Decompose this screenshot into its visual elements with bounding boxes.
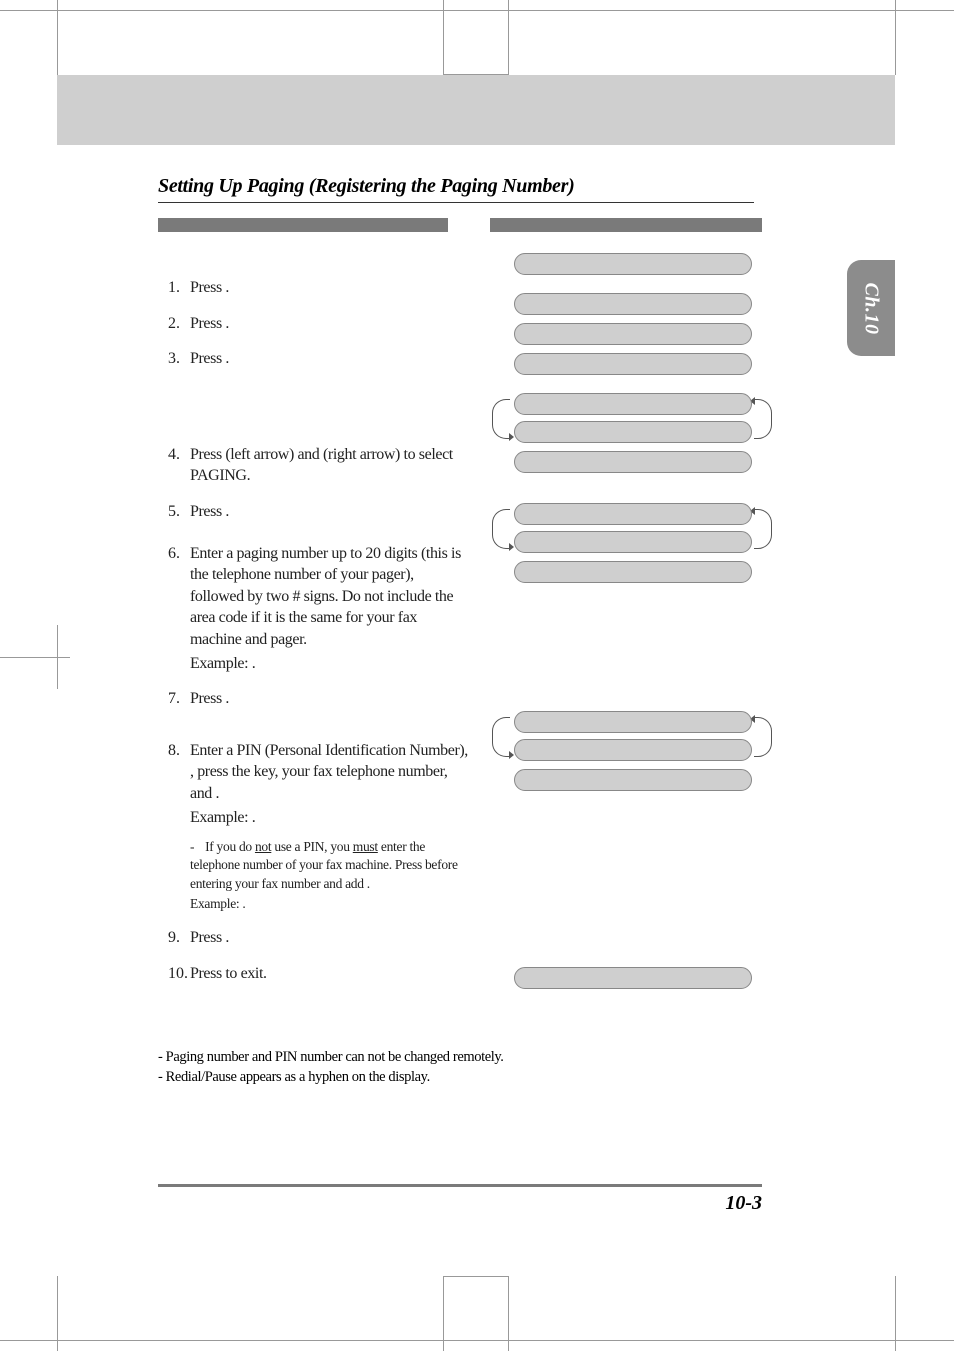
step-3: 3. Press . — [168, 348, 468, 370]
step-number: 4. — [168, 444, 190, 487]
step-8-subnote: - If you do not use a PIN, you must ente… — [190, 838, 468, 913]
display-group — [500, 711, 778, 761]
steps-column: 1. Press . 2. Press . 3. Press . 4. Pres… — [168, 277, 468, 998]
step-4: 4. Press (left arrow) and (right arrow) … — [168, 444, 468, 487]
crop-mark — [57, 625, 58, 689]
crop-mark — [508, 0, 509, 75]
crop-mark — [895, 0, 896, 75]
crop-mark — [0, 657, 70, 658]
subhead-bar-right — [490, 218, 762, 232]
crop-mark — [895, 1276, 896, 1351]
step-text: Enter a paging number up to 20 digits (t… — [190, 543, 468, 675]
bracket-left — [492, 399, 510, 439]
bracket-right — [754, 509, 772, 549]
section-title: Setting Up Paging (Registering the Pagin… — [158, 175, 754, 203]
step-10: 10. Press to exit. — [168, 963, 468, 985]
step-7: 7. Press . — [168, 688, 468, 710]
step-number: 9. — [168, 927, 190, 949]
display-lozenge — [514, 561, 752, 583]
dash: - — [190, 838, 202, 856]
display-lozenge — [514, 739, 752, 761]
display-lozenge — [514, 503, 752, 525]
step-text: Press . — [190, 348, 468, 370]
step-text: Press (left arrow) and (right arrow) to … — [190, 444, 468, 487]
subhead-bar-left — [158, 218, 448, 232]
bracket-right — [754, 399, 772, 439]
crop-mark — [443, 1276, 509, 1277]
step-text: Press . — [190, 313, 468, 335]
display-lozenge — [514, 531, 752, 553]
bracket-left — [492, 717, 510, 757]
display-lozenge — [514, 253, 752, 275]
step-2: 2. Press . — [168, 313, 468, 335]
page-number: 10-3 — [725, 1192, 762, 1215]
step-8-example: Example: . — [190, 807, 468, 829]
step-6: 6. Enter a paging number up to 20 digits… — [168, 543, 468, 675]
step-number: 2. — [168, 313, 190, 335]
step-number: 10. — [168, 963, 190, 985]
crop-mark — [443, 1276, 444, 1351]
step-number: 7. — [168, 688, 190, 710]
display-group — [500, 393, 778, 443]
step-number: 6. — [168, 543, 190, 675]
display-lozenge — [514, 769, 752, 791]
step-number: 1. — [168, 277, 190, 299]
sub-text: If you do — [205, 839, 255, 854]
display-lozenge — [514, 323, 752, 345]
step-6-example: Example: . — [190, 653, 468, 675]
note-1: - Paging number and PIN number can not b… — [158, 1048, 759, 1068]
step-text: Press . — [190, 927, 468, 949]
crop-mark — [443, 0, 444, 75]
footer-notes: - Paging number and PIN number can not b… — [158, 1048, 759, 1087]
underline-not: not — [255, 839, 271, 854]
step-text: Press . — [190, 277, 468, 299]
footer-rule — [158, 1184, 762, 1187]
display-lozenge — [514, 293, 752, 315]
chapter-tab: Ch.10 — [847, 260, 895, 356]
display-lozenge — [514, 711, 752, 733]
step-1: 1. Press . — [168, 277, 468, 299]
crop-mark — [57, 0, 58, 75]
step-text: Press to exit. — [190, 963, 468, 985]
crop-mark — [508, 1276, 509, 1351]
step-number: 3. — [168, 348, 190, 370]
bracket-left — [492, 509, 510, 549]
underline-must: must — [353, 839, 378, 854]
header-band — [57, 75, 895, 145]
step-9: 9. Press . — [168, 927, 468, 949]
display-lozenge — [514, 353, 752, 375]
crop-mark — [0, 1340, 954, 1341]
step-8-sub-example: Example: . — [190, 895, 468, 913]
step-number: 8. — [168, 740, 190, 913]
display-lozenge — [514, 393, 752, 415]
crop-mark — [0, 10, 954, 11]
display-group — [500, 503, 778, 553]
display-column — [500, 253, 778, 997]
step-8: 8. Enter a PIN (Personal Identification … — [168, 740, 468, 913]
sub-text: use a PIN, you — [271, 839, 352, 854]
step-text: Press . — [190, 688, 468, 710]
note-2: - Redial/Pause appears as a hyphen on th… — [158, 1068, 759, 1088]
crop-mark — [57, 1276, 58, 1351]
step-text: Press . — [190, 501, 468, 523]
step-text: Enter a PIN (Personal Identification Num… — [190, 740, 468, 913]
step-number: 5. — [168, 501, 190, 523]
chapter-tab-label: Ch.10 — [860, 282, 883, 334]
display-lozenge — [514, 451, 752, 473]
step-5: 5. Press . — [168, 501, 468, 523]
display-lozenge — [514, 967, 752, 989]
display-lozenge — [514, 421, 752, 443]
bracket-right — [754, 717, 772, 757]
step-6-body: Enter a paging number up to 20 digits (t… — [190, 545, 461, 648]
